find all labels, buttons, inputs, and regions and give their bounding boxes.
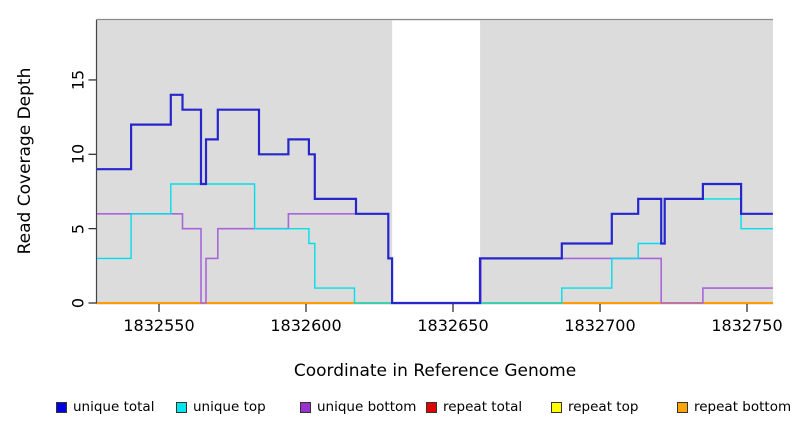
x-axis-title: Coordinate in Reference Genome <box>293 361 577 381</box>
x-tick-label: 1832750 <box>711 316 783 335</box>
y-tick-label: 10 <box>68 144 88 165</box>
series-line-unique-total <box>97 93 773 305</box>
x-tick-label: 1832600 <box>270 316 342 335</box>
x-tick-label: 1832550 <box>123 316 195 335</box>
y-axis-title: Read Coverage Depth <box>15 67 35 255</box>
x-tick-label: 1832650 <box>417 316 489 335</box>
x-tick-label: 1832700 <box>564 316 636 335</box>
y-tick-label: 0 <box>68 297 88 309</box>
no-data-gap <box>392 20 481 303</box>
y-tick-label: 5 <box>68 223 88 234</box>
y-tick-label: 15 <box>68 69 88 91</box>
series-line-unique-bottom <box>97 213 773 304</box>
